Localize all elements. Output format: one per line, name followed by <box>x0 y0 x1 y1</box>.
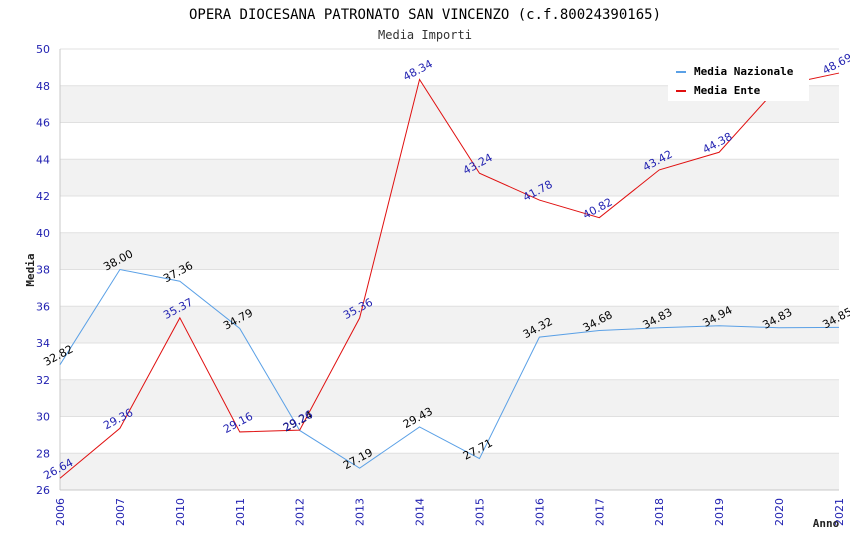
axes <box>59 49 839 491</box>
x-tick-label: 2016 <box>533 498 546 526</box>
chart-title: OPERA DIOCESANA PATRONATO SAN VINCENZO (… <box>189 7 661 23</box>
y-tick-label: 46 <box>36 117 50 130</box>
y-tick-label: 36 <box>36 300 50 313</box>
x-tick-label: 2014 <box>414 498 427 526</box>
y-tick-label: 28 <box>36 447 50 460</box>
x-axis-label: Anno <box>813 517 840 530</box>
y-tick-label: 48 <box>36 80 50 93</box>
grid-band <box>60 343 839 380</box>
series-line-media-ente <box>59 72 840 479</box>
x-tick-label: 2010 <box>174 498 187 526</box>
y-tick-label: 44 <box>36 153 50 166</box>
legend-label-media-ente: Media Ente <box>694 84 761 97</box>
grid-band <box>60 453 839 490</box>
legend-box <box>668 60 809 101</box>
legend-label-media-nazionale: Media Nazionale <box>694 65 794 78</box>
x-tick-label: 2007 <box>114 498 127 526</box>
x-tick-labels: 2006 2007 2010 2011 2012 2013 2014 2015 2016 2017… <box>54 498 846 526</box>
y-tick-label: 32 <box>36 374 50 387</box>
y-tick-label: 30 <box>36 411 50 424</box>
grid-band <box>60 232 839 270</box>
x-tick-label: 2020 <box>773 498 786 526</box>
y-tick-labels: 26 28 30 32 34 36 38 40 42 44 46 48 50 <box>36 43 50 497</box>
x-tick-label: 2019 <box>713 498 726 526</box>
legend: Media Nazionale Media Ente <box>668 60 809 101</box>
y-tick-label: 34 <box>36 337 50 350</box>
x-tick-label: 2011 <box>234 498 247 526</box>
y-axis-label: Media <box>24 253 37 286</box>
x-tick-label: 2021 <box>833 498 846 526</box>
x-tick-label: 2006 <box>54 498 67 526</box>
x-tick-label: 2012 <box>294 498 307 526</box>
grid-band <box>60 269 839 307</box>
grid-bands <box>60 48 839 491</box>
y-tick-label: 50 <box>36 43 50 56</box>
grid-band <box>60 379 839 417</box>
x-tick-label: 2013 <box>354 498 367 526</box>
grid-band <box>60 159 839 196</box>
grid-band <box>60 122 839 160</box>
y-tick-label: 40 <box>36 227 50 240</box>
x-tick-label: 2017 <box>593 498 606 526</box>
series-line-media-nazionale <box>59 268 840 469</box>
y-tick-label: 26 <box>36 484 50 497</box>
y-tick-label: 42 <box>36 190 50 203</box>
y-tick-label: 38 <box>36 264 50 277</box>
x-tick-label: 2015 <box>473 498 486 526</box>
grid-band <box>60 416 839 454</box>
series-lines <box>59 72 840 479</box>
chart-subtitle: Media Importi <box>378 28 472 42</box>
grid-band <box>60 196 839 233</box>
x-tick-label: 2018 <box>653 498 666 526</box>
